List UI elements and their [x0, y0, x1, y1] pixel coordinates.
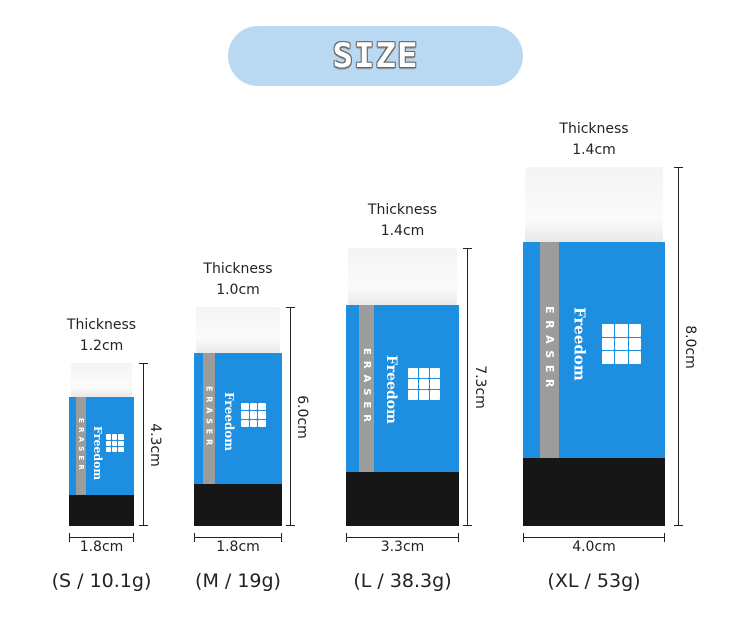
brand-logo: Freedom	[222, 392, 237, 452]
height-value: 7.3cm	[472, 365, 488, 409]
thickness-value: 1.4cm	[380, 223, 425, 239]
brand-logo: Freedom	[91, 426, 105, 481]
height-dimension-line	[463, 248, 472, 526]
brand-logo: Freedom	[383, 355, 400, 424]
width-dimension-line	[346, 533, 459, 542]
eraser-sleeve: ERASER Freedom	[194, 353, 282, 484]
height-value: 6.0cm	[294, 394, 310, 439]
eraser-stripe-text: ERASER	[543, 305, 556, 394]
thickness-label: Thickness	[559, 121, 629, 137]
eraser-sleeve: ERASER Freedom	[346, 305, 459, 472]
thickness-value: 1.2cm	[79, 338, 124, 354]
eraser-stripe-text: ERASER	[204, 386, 214, 451]
height-dimension-line	[286, 307, 295, 526]
eraser-base	[69, 495, 134, 526]
brand-logo: Freedom	[570, 306, 589, 381]
brand-logo-grid-icon	[105, 434, 124, 453]
height-value: 4.3cm	[147, 422, 163, 467]
model-weight-label: (XL / 53g)	[547, 570, 641, 592]
height-value: 8.0cm	[682, 324, 698, 369]
thickness-label: Thickness	[367, 202, 438, 218]
thickness-label: Thickness	[66, 317, 137, 333]
eraser-stripe: ERASER	[359, 305, 374, 472]
eraser-stripe-text: ERASER	[361, 348, 372, 429]
height-dimension-line	[139, 363, 148, 526]
model-weight-label: (L / 38.3g)	[353, 570, 452, 592]
eraser-stripe: ERASER	[540, 242, 559, 458]
size-title-banner: SIZE	[228, 26, 523, 86]
thickness-label: Thickness	[203, 261, 273, 277]
width-value: 1.8cm	[79, 539, 124, 555]
brand-logo-grid-icon	[407, 368, 440, 401]
eraser-sleeve: ERASER Freedom	[69, 397, 134, 495]
model-weight-label: (S / 10.1g)	[51, 570, 152, 592]
eraser-rubber-top	[348, 248, 457, 305]
eraser-stripe-text: ERASER	[77, 417, 85, 474]
eraser-sleeve: ERASER Freedom	[523, 242, 665, 458]
thickness-value: 1.4cm	[572, 142, 616, 158]
brand-logo-grid-icon	[241, 402, 266, 428]
eraser-rubber-top	[71, 363, 132, 397]
eraser-rubber-top	[196, 307, 280, 353]
eraser-stripe: ERASER	[76, 397, 86, 495]
model-weight-label: (M / 19g)	[195, 570, 281, 592]
width-dimension-line	[194, 533, 282, 542]
width-value: 3.3cm	[380, 539, 425, 555]
width-dimension-line	[69, 533, 134, 542]
eraser-stripe: ERASER	[203, 353, 215, 484]
width-value: 1.8cm	[216, 539, 260, 555]
eraser-base	[523, 458, 665, 526]
thickness-value: 1.0cm	[216, 282, 260, 298]
height-dimension-line	[674, 167, 683, 526]
width-dimension-line	[523, 533, 665, 542]
eraser-rubber-top	[525, 167, 663, 242]
width-value: 4.0cm	[572, 539, 616, 555]
eraser-base	[346, 472, 459, 526]
size-title: SIZE	[332, 36, 419, 76]
eraser-base	[194, 484, 282, 526]
brand-logo-grid-icon	[601, 324, 642, 364]
